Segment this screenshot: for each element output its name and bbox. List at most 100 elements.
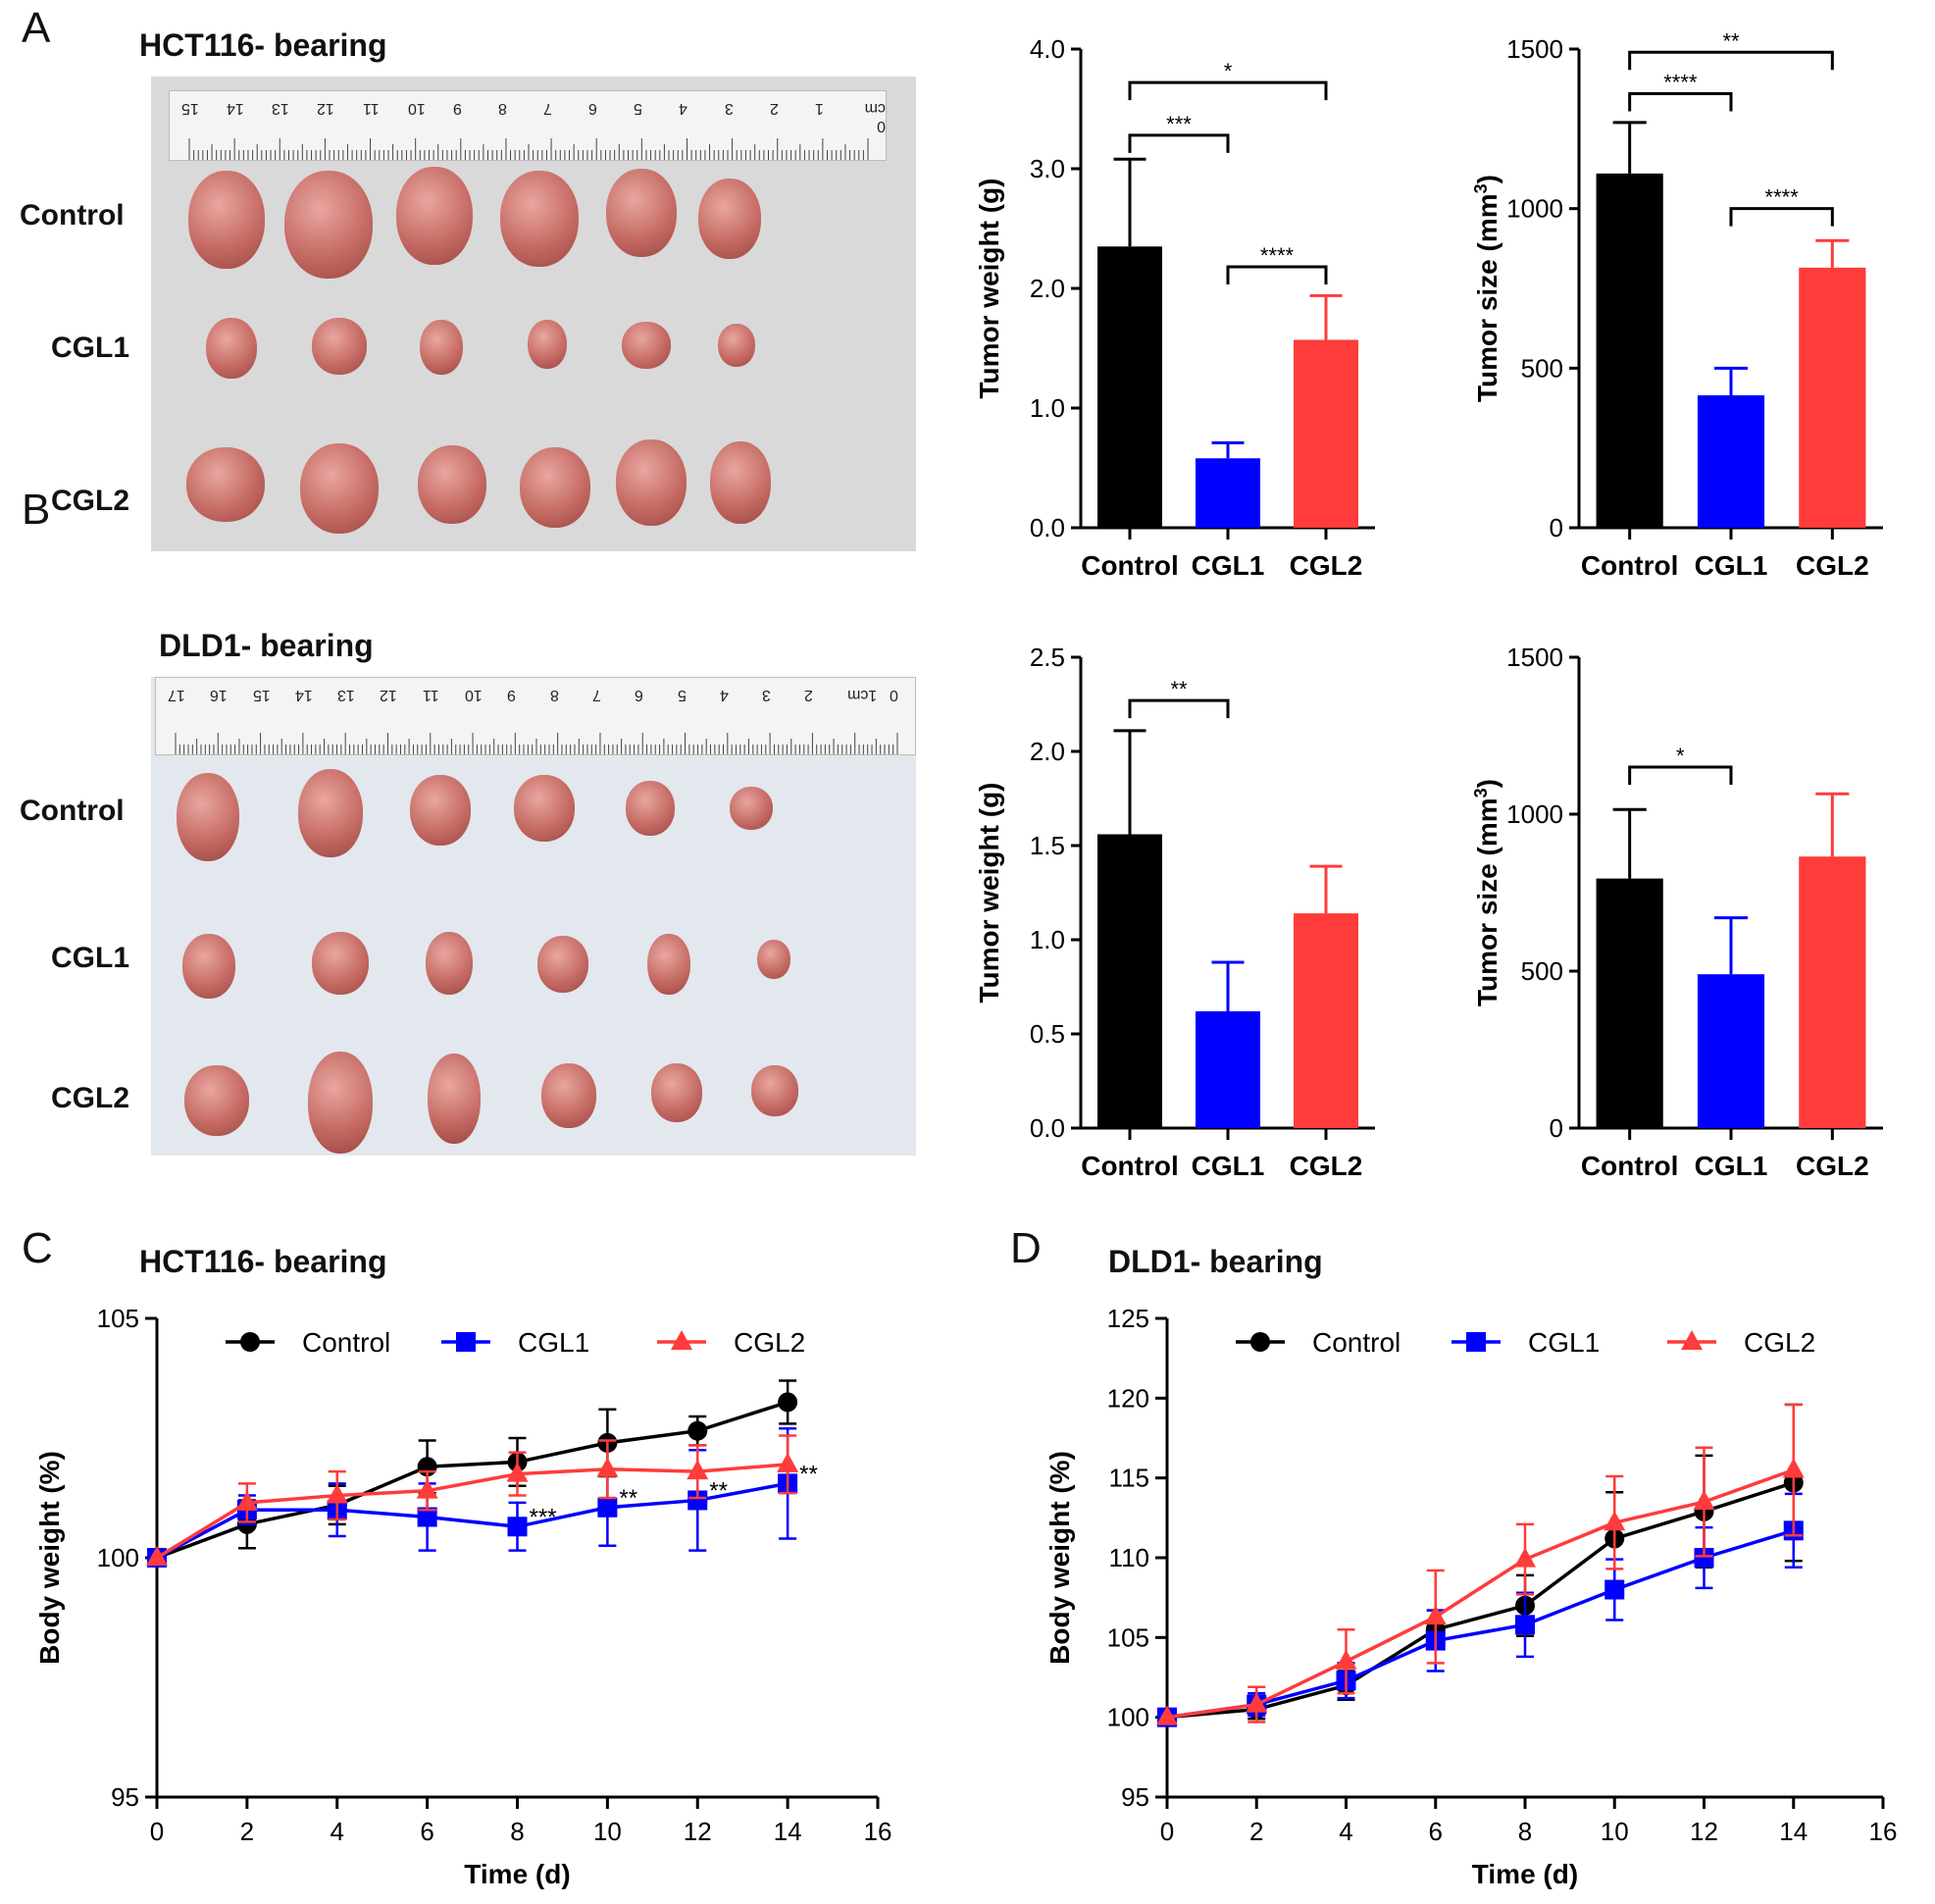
tumor-specimen (626, 781, 675, 836)
tumor-specimen (520, 447, 590, 528)
series-line (1166, 1467, 1795, 1720)
y-tick-label: 1.0 (1030, 925, 1065, 954)
photo-row-label-control: Control (20, 795, 125, 827)
x-tick-label: CGL2 (1290, 1151, 1363, 1181)
significance-bracket (1128, 698, 1230, 719)
ruler-number: 1cm (846, 687, 877, 703)
y-tick-label: 2.0 (1030, 274, 1065, 303)
tumor-specimen (757, 940, 790, 979)
data-point (456, 1332, 476, 1352)
legend-item-cgl2: CGL2 (1667, 1327, 1815, 1358)
x-tick-label: 16 (864, 1817, 892, 1846)
x-tick-label: 14 (774, 1817, 802, 1846)
series-line (156, 1400, 789, 1560)
x-tick-label: 6 (420, 1817, 433, 1846)
y-tick-label: 95 (111, 1782, 139, 1812)
significance-bracket (1226, 265, 1328, 285)
y-tick-label: 1000 (1506, 194, 1563, 224)
tumor-specimen (616, 439, 687, 526)
significance-bracket (1128, 80, 1328, 101)
ruler-number: 7 (543, 100, 552, 117)
ruler-number: 14 (294, 687, 313, 703)
ruler-number: 17 (168, 687, 185, 703)
y-tick-label: 105 (1107, 1622, 1149, 1652)
x-tick-label: 2 (1249, 1817, 1263, 1846)
panel-letter-a: A (22, 4, 51, 52)
tumor-specimen (751, 1065, 798, 1116)
bar-cgl1 (1196, 1010, 1260, 1128)
ruler-number: 14 (227, 100, 244, 117)
y-tick-label: 500 (1521, 353, 1563, 383)
x-tick-label: 12 (684, 1817, 712, 1846)
y-tick-label: 500 (1521, 956, 1563, 986)
x-tick-label: 0 (1160, 1817, 1174, 1846)
ruler-number: 8 (549, 687, 559, 703)
x-tick-label: Control (1581, 550, 1679, 581)
legend-label: CGL1 (518, 1327, 589, 1358)
tumor-specimen (186, 447, 265, 522)
ruler-number: 2 (804, 687, 814, 703)
data-point (671, 1330, 692, 1350)
ruler-ticks (175, 733, 898, 754)
significance-bracket (1729, 207, 1834, 227)
significance-label: ** (619, 1485, 637, 1512)
y-tick-label: 4.0 (1030, 34, 1065, 64)
x-axis-label: Time (d) (464, 1859, 570, 1889)
ruler-number: 13 (272, 100, 290, 117)
data-point (1604, 1511, 1626, 1531)
significance-label: ** (1170, 677, 1188, 701)
tumor-specimen (428, 1054, 481, 1144)
panel-letter-b: B (22, 486, 51, 534)
bar-cgl1 (1697, 394, 1765, 528)
data-point (506, 1462, 529, 1482)
ruler-number: 5 (677, 687, 687, 703)
tumor-specimen (718, 324, 755, 367)
tumor-specimen (426, 932, 473, 995)
bar-cgl2 (1799, 856, 1866, 1128)
series-line (1166, 1480, 1795, 1720)
significance-bracket (1128, 133, 1230, 153)
tumor-specimen (284, 171, 373, 279)
tumor-specimen (606, 169, 677, 257)
x-tick-label: CGL2 (1290, 550, 1363, 581)
x-tick-label: CGL2 (1796, 550, 1869, 581)
tumor-specimen (298, 769, 363, 857)
tumor-specimen (396, 167, 473, 265)
x-tick-label: 10 (593, 1817, 622, 1846)
data-point (240, 1332, 260, 1352)
tumor-specimen (177, 773, 239, 861)
tumor-specimen (312, 318, 367, 375)
ruler-number: 6 (635, 687, 644, 703)
legend-label: Control (1312, 1327, 1400, 1358)
ruler-number: 10 (407, 100, 426, 117)
photo-row-label-cgl2: CGL2 (51, 1082, 130, 1114)
bar-control (1097, 246, 1162, 529)
ruler-number: 2 (769, 100, 779, 117)
tumor-specimen (182, 934, 235, 999)
data-point (1156, 1705, 1178, 1725)
y-tick-label: 105 (97, 1304, 139, 1333)
tumor-specimen (300, 443, 379, 534)
tumor-specimen (312, 932, 369, 995)
data-point (1246, 1692, 1268, 1713)
ruler-number: 15 (181, 100, 199, 117)
tumor-specimen (184, 1065, 249, 1136)
series-cgl1 (1157, 1492, 1804, 1727)
y-axis-label: Body weight (%) (34, 1451, 65, 1665)
ruler-number: 4 (719, 687, 729, 703)
legend-item-cgl1: CGL1 (441, 1327, 589, 1358)
significance-bracket (1628, 765, 1733, 785)
tumor-photo-hct116: 0 cm 1 2 3 4 5 6 7 8 9 10 11 12 13 14 15 (151, 77, 916, 551)
ruler-ticks (188, 138, 869, 160)
ruler-number: 0 (890, 687, 898, 703)
significance-label: *** (1166, 112, 1192, 136)
data-point (1335, 1649, 1357, 1670)
tumor-specimen (730, 787, 773, 830)
significance-label: **** (1765, 185, 1800, 210)
panel-d-title: DLD1- bearing (1108, 1244, 1323, 1279)
ruler-number: 12 (317, 100, 335, 117)
ruler-number: 13 (337, 687, 355, 703)
panel-letter-d: D (1010, 1224, 1042, 1272)
ruler: 0 1cm 2 3 4 5 6 7 8 9 10 11 12 13 14 15 16 17 (155, 677, 916, 755)
series-cgl2 (146, 1434, 799, 1566)
